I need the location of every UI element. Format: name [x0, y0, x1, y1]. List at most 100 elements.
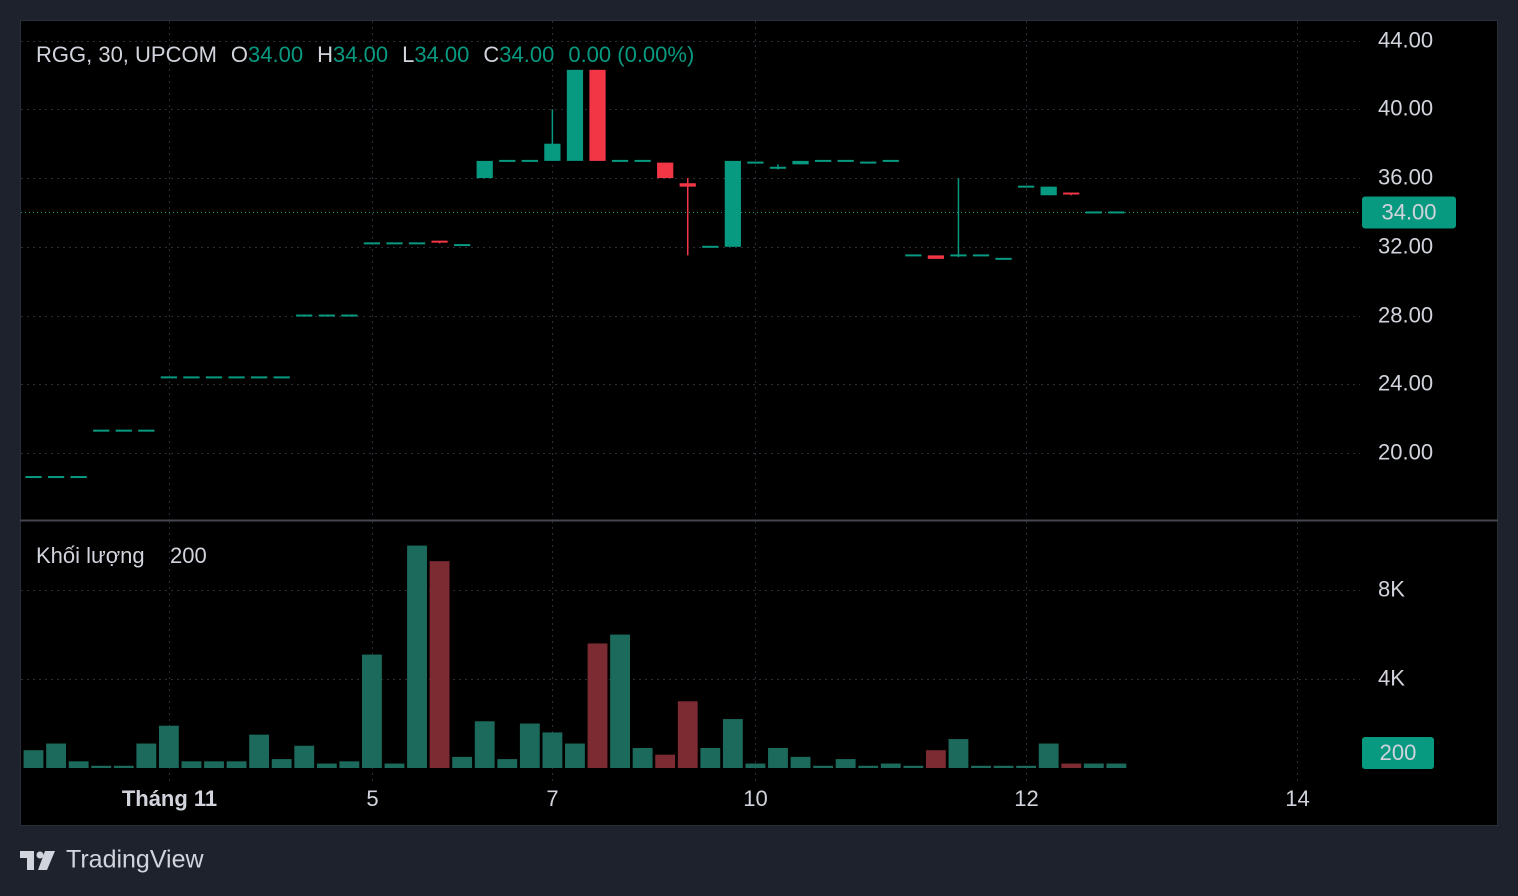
candle-body: [724, 160, 741, 247]
x-tick-label: 5: [366, 786, 378, 811]
candle-body: [115, 429, 132, 432]
volume-bar: [925, 750, 946, 768]
volume-bar: [204, 761, 224, 768]
volume-bar: [858, 765, 879, 768]
y-tick-label: 44.00: [1378, 27, 1433, 52]
legend-key: H: [317, 42, 333, 67]
x-tick-label: 7: [546, 786, 558, 811]
volume-bar: [677, 701, 698, 768]
candle-body: [93, 429, 110, 432]
candle-body: [251, 376, 268, 379]
last-price-label: 34.00: [1381, 199, 1436, 224]
last-volume-badge: [1362, 737, 1434, 769]
volume-bar: [835, 759, 856, 768]
volume-bar: [565, 743, 585, 768]
candle-body: [363, 242, 381, 245]
volume-bar: [519, 723, 540, 768]
candle-body: [1108, 211, 1125, 214]
candle-body: [273, 376, 290, 379]
volume-bar: [181, 761, 202, 768]
volume-bar: [1083, 763, 1104, 768]
volume-bar: [722, 719, 743, 768]
volume-bar: [632, 747, 653, 768]
chart-panel: [20, 20, 1498, 826]
brand-logo: [20, 851, 55, 870]
volume-bar: [407, 545, 427, 768]
y-tick-label: 24.00: [1378, 370, 1433, 395]
volume-bar: [971, 765, 991, 768]
x-tick-label: 12: [1014, 786, 1038, 811]
volume-bar: [1038, 743, 1059, 768]
candle-body: [860, 161, 877, 164]
candle-body: [454, 244, 471, 247]
legend-value: 34.00: [333, 42, 388, 67]
volume-bar: [880, 763, 901, 768]
candle-body: [521, 159, 538, 162]
legend-value: 200: [170, 543, 207, 568]
candle-body: [679, 183, 696, 187]
volume-bar: [113, 765, 134, 768]
legend-key: C: [483, 42, 499, 67]
x-tick-label: Tháng 11: [122, 786, 217, 811]
candle-body: [431, 240, 448, 243]
last-volume-label: 200: [1380, 740, 1417, 765]
candle-body: [702, 245, 719, 248]
candle-body: [837, 159, 854, 162]
candle-body: [408, 242, 426, 245]
volume-bar: [136, 743, 157, 768]
volume-bar: [745, 763, 766, 768]
candle-body: [882, 159, 899, 162]
volume-bar: [813, 765, 834, 768]
candle-body: [589, 69, 606, 161]
volume-bar: [993, 765, 1014, 768]
volume-bar: [46, 743, 67, 768]
candle-body: [138, 429, 155, 432]
volume-bar: [610, 634, 630, 768]
volume-bar: [361, 654, 382, 768]
legend-key: L: [402, 42, 414, 67]
volume-bar: [91, 765, 112, 768]
candle-body: [341, 314, 358, 317]
candle-body: [611, 159, 629, 162]
volume-bar: [271, 759, 292, 768]
volume-bar: [339, 761, 360, 768]
legend-change: 0.00 (0.00%): [568, 42, 694, 67]
y-tick-label: 28.00: [1378, 302, 1433, 327]
candle-body: [183, 376, 200, 379]
volume-bar: [497, 759, 518, 768]
volume-bar: [23, 750, 44, 768]
volume-bar: [452, 756, 473, 768]
candle-body: [386, 242, 403, 245]
candle-body: [160, 376, 178, 379]
candle-body: [950, 254, 967, 257]
legend-value: 34.00: [248, 42, 303, 67]
x-tick-label: 14: [1285, 786, 1309, 811]
volume-bar: [249, 734, 270, 768]
volume-bar: [542, 732, 563, 768]
candle-body: [792, 160, 809, 165]
volume-bar: [655, 754, 676, 768]
candle-body: [972, 254, 990, 257]
candle-body: [747, 161, 764, 164]
candle-body: [927, 255, 945, 259]
legend-title: RGG, 30, UPCOM: [36, 42, 217, 67]
volume-bar: [587, 643, 608, 768]
volume-bar: [68, 761, 89, 768]
legend-value: 34.00: [499, 42, 554, 67]
brand: TradingView: [66, 846, 205, 874]
candle-body: [566, 69, 584, 161]
y-tick-label: 36.00: [1378, 164, 1433, 189]
volume-bar: [226, 761, 247, 768]
volume-bar: [1106, 763, 1127, 768]
volume-bar: [1061, 763, 1082, 768]
candle-body: [296, 314, 313, 317]
y-tick-label: 4K: [1378, 665, 1405, 690]
candle-body: [995, 257, 1012, 260]
y-tick-label: 8K: [1378, 576, 1405, 601]
volume-bar: [384, 763, 405, 768]
volume-bar: [474, 721, 495, 768]
candle-body: [499, 159, 516, 162]
candle-body: [476, 160, 493, 179]
volume-bar: [948, 739, 969, 768]
